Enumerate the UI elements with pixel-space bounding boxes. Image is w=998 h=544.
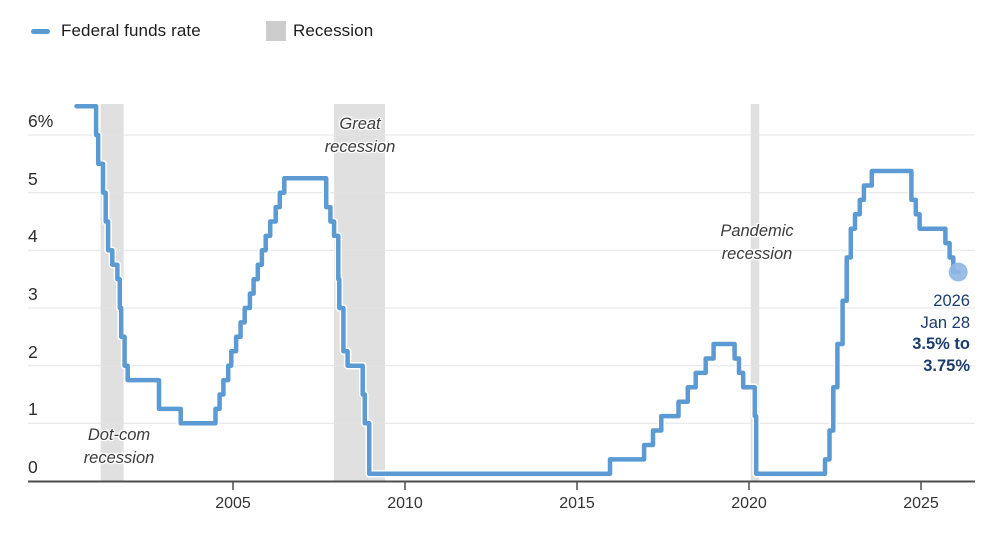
legend-label-federal-funds-rate: Federal funds rate bbox=[61, 21, 201, 40]
x-axis-label-2020: 2020 bbox=[731, 495, 767, 512]
callout-date: Jan 28 bbox=[920, 313, 970, 332]
x-axis-label-2025: 2025 bbox=[903, 495, 939, 512]
callout-year: 2026 bbox=[933, 292, 970, 310]
line-series-swatch-icon bbox=[31, 29, 50, 34]
fed-funds-line bbox=[74, 103, 961, 477]
annotation-text: recession bbox=[721, 244, 793, 263]
latest-value-callout: 2026 Jan 28 3.5% to 3.75% bbox=[860, 291, 970, 377]
current-value-dot bbox=[948, 262, 968, 282]
callout-range-low: 3.5% to bbox=[912, 335, 970, 353]
x-axis-label-2005: 2005 bbox=[215, 495, 251, 512]
annotation-text: Great bbox=[339, 115, 381, 133]
fed-funds-line-casing bbox=[72, 102, 962, 478]
callout-range-high: 3.75% bbox=[923, 356, 970, 375]
chart-legend: Federal funds rate Recession bbox=[0, 0, 998, 60]
y-axis-label-3: 3 bbox=[28, 283, 38, 304]
y-axis-label-5: 5 bbox=[28, 168, 38, 189]
x-axis-label-2015: 2015 bbox=[559, 495, 595, 512]
annotation-text: recession bbox=[83, 448, 155, 467]
annotation-text: recession bbox=[324, 137, 396, 156]
recession-band-pandemic bbox=[750, 104, 760, 481]
y-axis-label-6: 6% bbox=[28, 110, 54, 131]
y-axis-label-2: 2 bbox=[28, 341, 38, 362]
annotation-great-recession: Great recession bbox=[290, 113, 430, 158]
y-axis-label-4: 4 bbox=[28, 226, 38, 247]
annotation-text: Pandemic bbox=[720, 222, 794, 240]
annotation-text: Dot-com bbox=[87, 426, 151, 444]
y-axis-label-1: 1 bbox=[28, 399, 38, 420]
annotation-pandemic-recession: Pandemic recession bbox=[687, 220, 827, 265]
y-axis-label-0: 0 bbox=[28, 457, 38, 477]
recession-swatch-icon bbox=[266, 21, 286, 41]
annotation-dotcom-recession: Dot-com recession bbox=[49, 424, 189, 469]
x-axis-label-2010: 2010 bbox=[387, 495, 423, 512]
legend-label-recession: Recession bbox=[293, 21, 374, 40]
